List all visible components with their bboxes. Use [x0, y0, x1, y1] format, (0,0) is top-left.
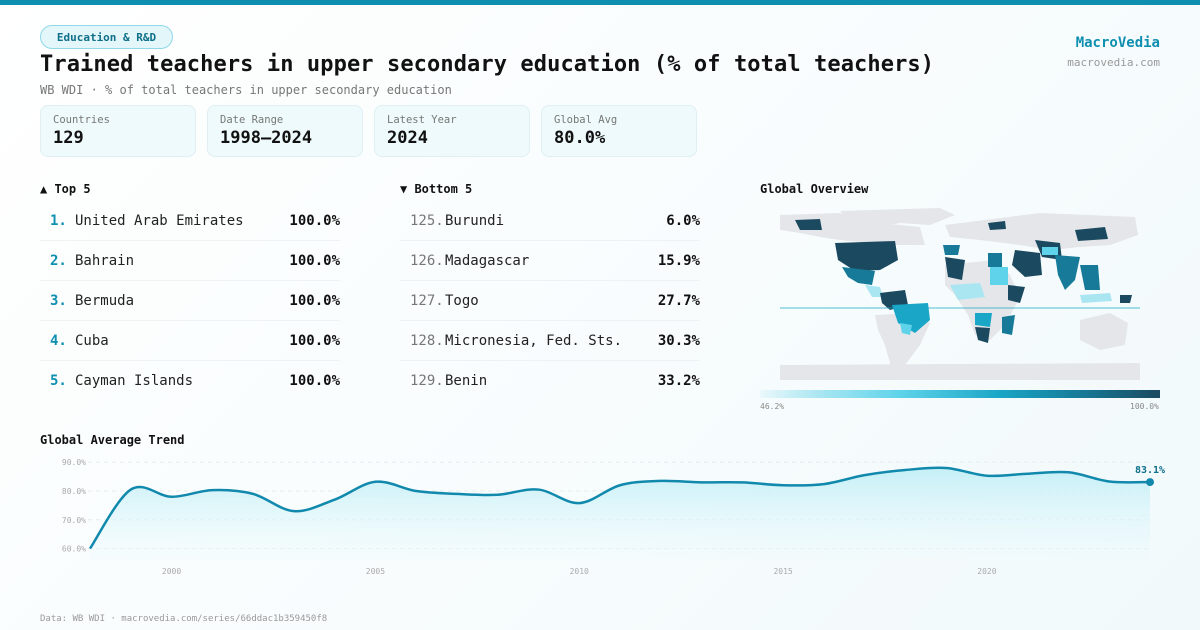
- list-item[interactable]: 128. Micronesia, Fed. Sts. 30.3%: [400, 321, 700, 361]
- x-tick-label: 2015: [773, 567, 792, 576]
- stat-label: Latest Year: [387, 114, 457, 126]
- top5-list: 1. United Arab Emirates 100.0% 2. Bahrai…: [40, 201, 340, 401]
- trend-area: [90, 467, 1150, 560]
- rank-number: 3.: [50, 292, 67, 309]
- top-accent-bar: [0, 0, 1200, 5]
- country-name: Bermuda: [75, 292, 135, 309]
- legend-max-label: 100.0%: [1130, 402, 1159, 411]
- last-point-marker: [1146, 478, 1154, 487]
- country-value: 100.0%: [289, 292, 340, 309]
- page-title: Trained teachers in upper secondary educ…: [40, 52, 935, 77]
- country-value: 15.9%: [657, 252, 700, 269]
- country-name: Togo: [445, 292, 479, 309]
- y-tick-label: 90.0%: [62, 458, 86, 467]
- x-axis-ticks: 2000 2005 2010 2015 2020: [162, 567, 997, 576]
- country-name: United Arab Emirates: [75, 212, 244, 229]
- bottom5-heading: ▼ Bottom 5: [400, 182, 473, 196]
- map-legend-gradient: [760, 390, 1160, 398]
- brand: MacroVedia macrovedia.com: [1067, 35, 1160, 69]
- world-choropleth-map[interactable]: [780, 205, 1140, 380]
- y-tick-label: 60.0%: [62, 545, 86, 554]
- trend-line: [88, 466, 1151, 550]
- country-name: Micronesia, Fed. Sts.: [445, 332, 623, 349]
- list-item[interactable]: 127. Togo 27.7%: [400, 281, 700, 321]
- brand-name[interactable]: MacroVedia: [1075, 35, 1160, 51]
- country-name: Cayman Islands: [75, 373, 194, 389]
- category-badge[interactable]: Education & R&D: [40, 25, 173, 49]
- rank-number: 127.: [410, 292, 444, 309]
- country-value: 33.2%: [657, 373, 700, 389]
- stat-card-countries: Countries 129: [40, 105, 196, 157]
- stat-label: Date Range: [220, 114, 284, 126]
- x-tick-label: 2010: [570, 567, 589, 576]
- list-item[interactable]: 4. Cuba 100.0%: [40, 321, 340, 361]
- rank-number: 1.: [50, 212, 67, 229]
- rank-number: 5.: [50, 373, 67, 389]
- rank-number: 128.: [410, 332, 444, 349]
- country-name: Bahrain: [75, 252, 135, 269]
- legend-min-label: 46.2%: [760, 402, 785, 411]
- country-name: Cuba: [75, 332, 109, 349]
- top5-heading: ▲ Top 5: [40, 182, 91, 196]
- list-item[interactable]: 125. Burundi 6.0%: [400, 201, 700, 241]
- country-value: 6.0%: [666, 212, 700, 229]
- y-axis-ticks: 60.0% 70.0% 80.0% 90.0%: [62, 458, 86, 553]
- list-item[interactable]: 3. Bermuda 100.0%: [40, 281, 340, 321]
- trend-line-chart[interactable]: 60.0% 70.0% 80.0% 90.0% 2000 2005 2010 2015 202…: [0, 450, 1200, 585]
- list-item[interactable]: 2. Bahrain 100.0%: [40, 241, 340, 281]
- x-tick-label: 2000: [162, 567, 181, 576]
- y-tick-label: 70.0%: [62, 516, 86, 525]
- country-value: 100.0%: [289, 252, 340, 269]
- list-item[interactable]: 126. Madagascar 15.9%: [400, 241, 700, 281]
- map-heading: Global Overview: [760, 182, 869, 196]
- country-value: 27.7%: [657, 292, 700, 309]
- country-value: 100.0%: [289, 373, 340, 389]
- country-name: Burundi: [445, 212, 505, 229]
- stats-row: Countries 129 Date Range 1998–2024 Lates…: [40, 105, 697, 157]
- rank-number: 4.: [50, 332, 67, 349]
- country-value: 100.0%: [289, 212, 340, 229]
- stat-card-date-range: Date Range 1998–2024: [207, 105, 363, 157]
- stat-label: Countries: [53, 114, 110, 126]
- country-value: 30.3%: [657, 332, 700, 349]
- country-name: Madagascar: [445, 252, 530, 269]
- trend-heading: Global Average Trend: [40, 433, 185, 447]
- stat-value: 129: [53, 128, 84, 148]
- x-tick-label: 2020: [977, 567, 996, 576]
- list-item[interactable]: 5. Cayman Islands 100.0%: [40, 361, 340, 401]
- y-tick-label: 80.0%: [62, 487, 86, 496]
- footer-source: Data: WB WDI · macrovedia.com/series/66d…: [40, 614, 328, 624]
- country-value: 100.0%: [289, 332, 340, 349]
- list-item[interactable]: 129. Benin 33.2%: [400, 361, 700, 401]
- stat-value: 80.0%: [554, 128, 606, 148]
- stat-value: 1998–2024: [220, 128, 313, 148]
- last-value-label: 83.1%: [1135, 465, 1165, 476]
- stat-card-global-avg: Global Avg 80.0%: [541, 105, 697, 157]
- rank-number: 129.: [410, 373, 444, 389]
- x-tick-label: 2005: [366, 567, 385, 576]
- brand-url[interactable]: macrovedia.com: [1067, 56, 1160, 69]
- page-subtitle: WB WDI · % of total teachers in upper se…: [40, 83, 452, 97]
- rank-number: 125.: [410, 212, 444, 229]
- rank-number: 126.: [410, 252, 444, 269]
- stat-value: 2024: [387, 128, 428, 148]
- bottom5-list: 125. Burundi 6.0% 126. Madagascar 15.9% …: [400, 201, 700, 401]
- rank-number: 2.: [50, 252, 67, 269]
- stat-card-latest-year: Latest Year 2024: [374, 105, 530, 157]
- list-item[interactable]: 1. United Arab Emirates 100.0%: [40, 201, 340, 241]
- stat-label: Global Avg: [554, 114, 618, 126]
- country-name: Benin: [445, 373, 488, 389]
